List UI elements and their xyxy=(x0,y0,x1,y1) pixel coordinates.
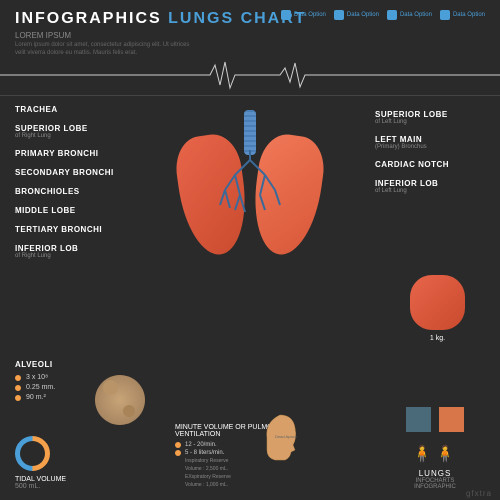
label-trachea: Trachea xyxy=(15,105,145,114)
head-profile-illustration: Dead Apace xyxy=(255,410,305,465)
label-inferior-lob-right: Inferior Lobof Right Lung xyxy=(15,244,145,259)
main-diagram: Trachea Superior Lobeof Right Lung Prima… xyxy=(0,100,500,360)
data-option: Data Option xyxy=(440,10,485,20)
h-icon xyxy=(334,10,344,20)
exp-label: EXspiratory Reserve xyxy=(185,474,325,480)
tidal-label: Tidal Volume xyxy=(15,476,66,483)
bronchi-tree xyxy=(210,150,290,235)
lorem-text: Lorem ipsum dolor sit amet, consectetur … xyxy=(15,42,195,58)
label-superior-lobe-left: Superior Lobeof Left Lung xyxy=(375,110,485,125)
label-left-main: Left Main(Primary) Bronchus xyxy=(375,135,485,150)
alveoli-section: Alveoli 3 x 10⁸ 0.25 mm. 90 m.² xyxy=(15,360,155,404)
lung-weight-label: 1 kg. xyxy=(430,335,445,342)
bottom-section: Alveoli 3 x 10⁸ 0.25 mm. 90 m.² Tidal Vo… xyxy=(0,360,500,500)
label-cardiac-notch: Cardiac Notch xyxy=(375,160,485,169)
left-labels: Trachea Superior Lobeof Right Lung Prima… xyxy=(15,105,145,269)
divider xyxy=(0,95,500,96)
data-option: Data Option xyxy=(334,10,379,20)
lungs-info-section: 🧍🧍 LUNGS INFOCHARTS INFOGRAPHIC xyxy=(385,405,485,490)
small-lung-weight: 1 kg. xyxy=(410,275,465,330)
label-tertiary-bronchi: Tertiary Bronchi xyxy=(15,225,145,234)
chart-icon xyxy=(440,10,450,20)
right-labels: Superior Lobeof Left Lung Left Main(Prim… xyxy=(375,110,485,204)
small-lung-icon xyxy=(410,275,465,330)
alveoli-illustration xyxy=(95,375,145,425)
dot-icon xyxy=(15,395,21,401)
exp-val: Volume : 1,000 mL. xyxy=(185,482,325,488)
tidal-value: 500 mL. xyxy=(15,483,66,490)
tidal-ring-icon xyxy=(8,429,57,478)
title-main: INFOGRAPHICS xyxy=(15,10,162,27)
label-inferior-lob-left: Inferior Lobof Left Lung xyxy=(375,179,485,194)
flask-icon xyxy=(387,10,397,20)
dot-icon xyxy=(175,442,181,448)
dot-icon xyxy=(15,385,21,391)
label-secondary-bronchi: Secondary Bronchi xyxy=(15,168,145,177)
alveoli-title: Alveoli xyxy=(15,360,155,369)
plus-icon xyxy=(281,10,291,20)
data-options-row: Data Option Data Option Data Option Data… xyxy=(281,10,485,20)
svg-text:Dead Apace: Dead Apace xyxy=(275,434,298,439)
label-primary-bronchi: Primary Bronchi xyxy=(15,149,145,158)
info-boxes xyxy=(385,405,485,439)
dot-icon xyxy=(175,450,181,456)
lungs-illustration xyxy=(170,110,330,270)
info-box-icon xyxy=(439,407,464,432)
watermark: gfxtra xyxy=(466,489,492,498)
label-middle-lobe: Middle Lobe xyxy=(15,206,145,215)
label-bronchioles: Bronchioles xyxy=(15,187,145,196)
lorem-title: LOREM IPSUM xyxy=(15,31,485,40)
data-option: Data Option xyxy=(281,10,326,20)
trachea-shape xyxy=(244,110,256,155)
tidal-volume: Tidal Volume 500 mL. xyxy=(15,436,66,490)
ecg-line xyxy=(0,60,500,90)
body-icons: 🧍🧍 xyxy=(385,444,485,464)
insp-val: Volume : 2,500 mL. xyxy=(185,466,325,472)
info-box-icon xyxy=(406,407,431,432)
data-option: Data Option xyxy=(387,10,432,20)
dot-icon xyxy=(15,375,21,381)
label-superior-lobe-right: Superior Lobeof Right Lung xyxy=(15,124,145,139)
info-title: LUNGS xyxy=(385,469,485,478)
